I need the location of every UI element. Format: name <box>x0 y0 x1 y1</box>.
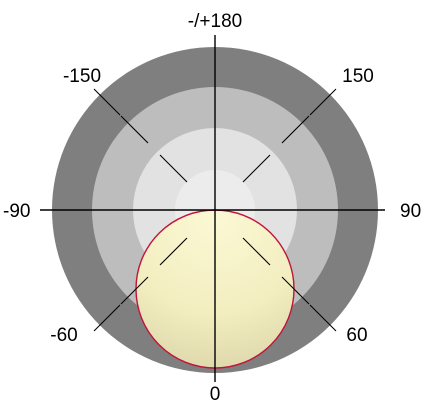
label-top: -/+180 <box>188 11 242 32</box>
label-right: 90 <box>400 201 421 222</box>
label-upper-left: -150 <box>63 66 101 87</box>
label-lower-right: 60 <box>346 325 367 346</box>
label-lower-left: -60 <box>50 325 77 346</box>
label-upper-right: 150 <box>342 66 374 87</box>
label-leaders <box>93 88 337 332</box>
label-left: -90 <box>3 201 30 222</box>
inner-diagonal-ticks <box>120 115 310 305</box>
label-bottom: 0 <box>210 384 221 405</box>
